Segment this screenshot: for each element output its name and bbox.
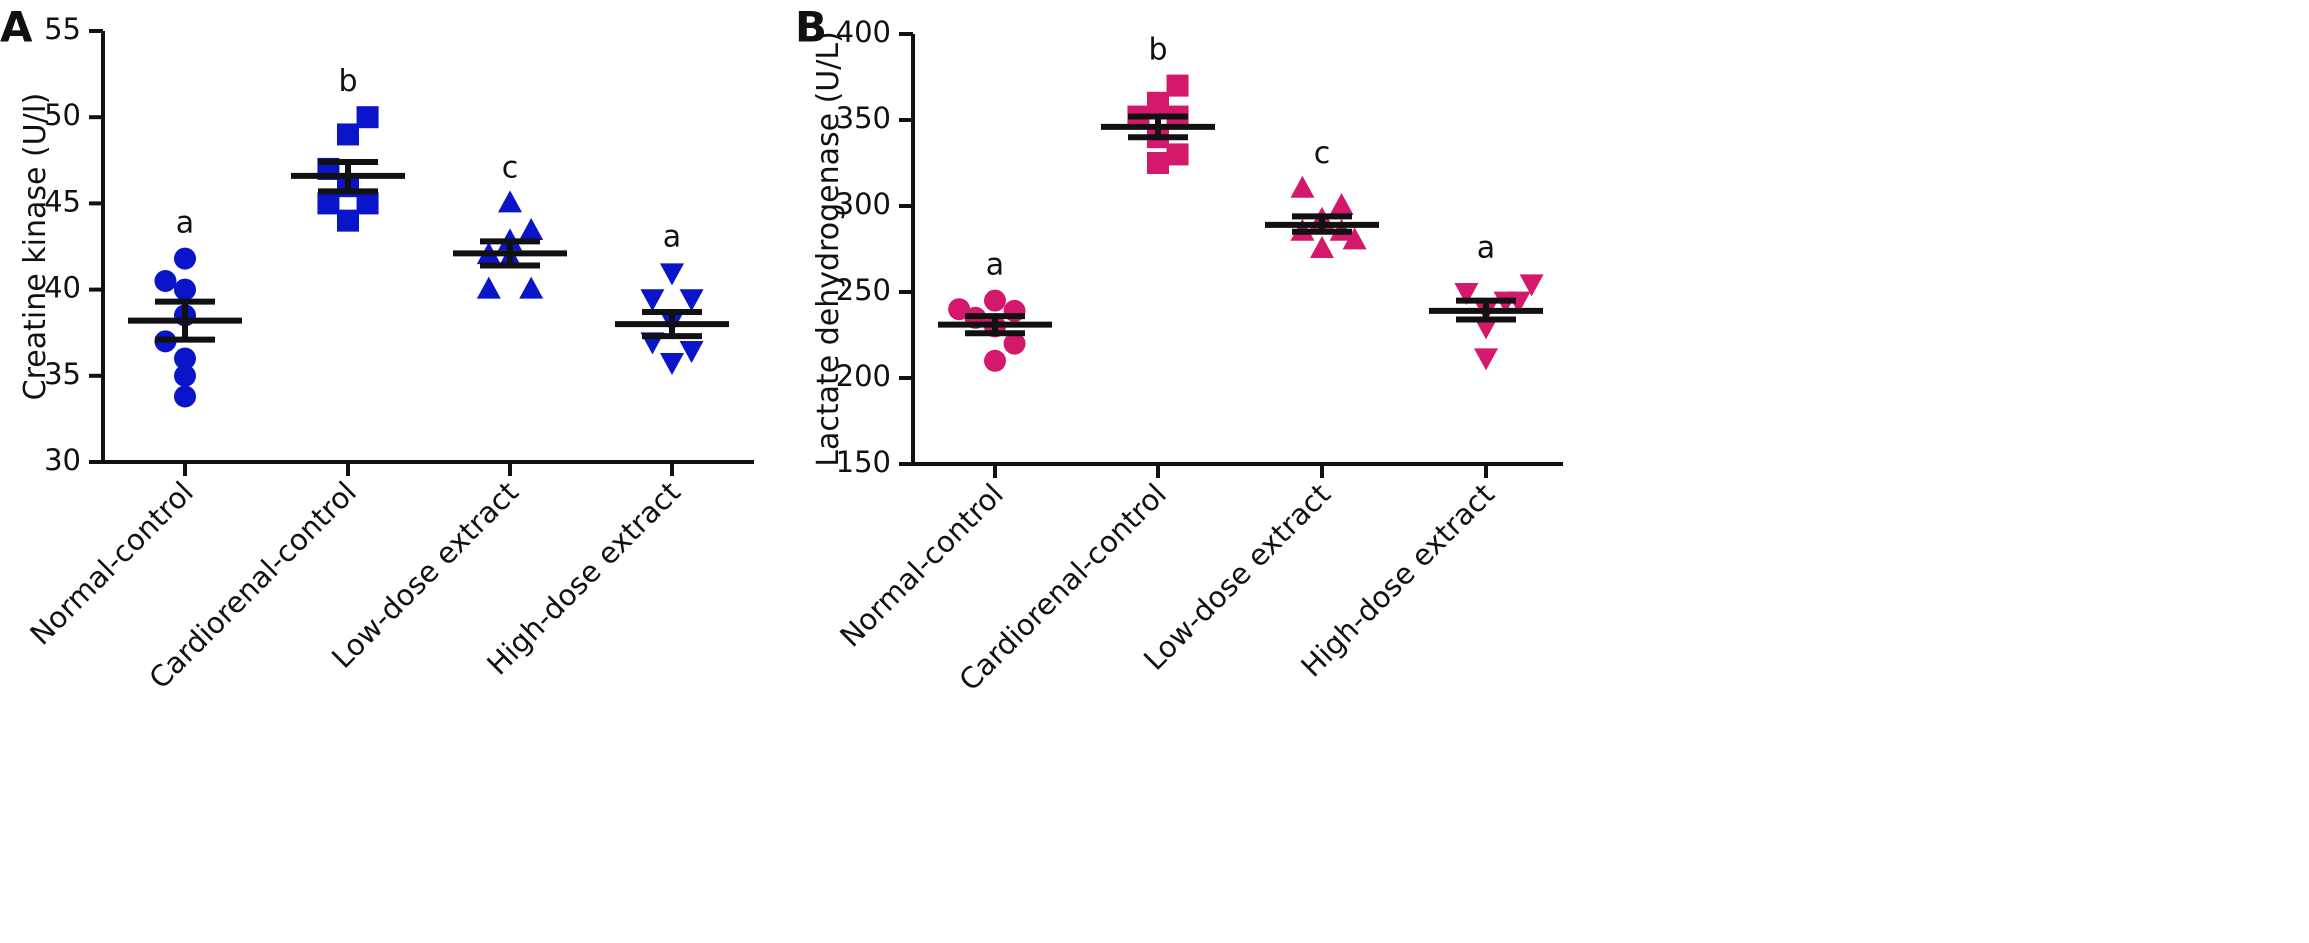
significance-letter: c (1314, 136, 1331, 171)
data-point (1166, 74, 1189, 97)
category-label: Normal-control (833, 477, 1010, 654)
data-point (174, 364, 196, 387)
significance-letter: c (502, 150, 519, 185)
data-point (984, 349, 1006, 372)
panel-letter: A (0, 3, 33, 52)
y-tick-label: 400 (836, 15, 891, 49)
significance-letter: a (663, 219, 681, 254)
y-axis-title: Lactate dehydrogenase (U/L) (811, 31, 846, 467)
data-point (679, 289, 704, 312)
data-point (1147, 91, 1169, 114)
y-tick-label: 55 (44, 12, 81, 46)
data-point (1519, 274, 1544, 297)
data-point (984, 289, 1006, 312)
data-point (679, 340, 704, 363)
data-point (1474, 317, 1498, 340)
data-point (174, 278, 196, 301)
data-point (1310, 236, 1334, 258)
y-tick-label: 300 (836, 187, 891, 221)
data-point (174, 347, 196, 370)
data-point (1290, 175, 1315, 198)
y-tick-label: 250 (836, 273, 891, 307)
y-tick-label: 30 (44, 443, 81, 477)
y-tick-label: 200 (836, 359, 891, 393)
data-point (337, 123, 359, 146)
y-tick-label: 150 (836, 445, 891, 479)
y-tick-label: 35 (44, 357, 81, 391)
data-point (476, 276, 501, 299)
y-tick-label: 50 (44, 98, 81, 132)
significance-letter: b (1148, 33, 1167, 68)
y-axis-title: Creatine kinase (U/I) (18, 93, 53, 401)
data-point (1506, 291, 1531, 314)
data-point (1474, 348, 1498, 371)
panel-letter: B (795, 3, 827, 52)
y-tick-label: 40 (44, 271, 81, 305)
data-point (1329, 193, 1354, 215)
data-point (1166, 143, 1189, 166)
data-point (337, 209, 359, 232)
data-point (1454, 283, 1479, 305)
data-point (660, 263, 684, 286)
panel-a: A 30 35 40 45 50 55 Creatine kinase (U/I) Normal… (0, 3, 754, 696)
data-point (1003, 332, 1026, 355)
data-point (174, 385, 196, 408)
data-point (640, 289, 665, 312)
category-label: Normal-control (23, 475, 200, 652)
significance-letter: a (176, 206, 194, 241)
data-point (519, 276, 544, 299)
significance-letter: a (1477, 230, 1495, 265)
y-tick-label: 350 (836, 101, 891, 135)
data-point (660, 353, 684, 376)
data-point (317, 192, 340, 215)
data-point (498, 190, 522, 213)
data-point (356, 192, 379, 215)
data-point (356, 106, 379, 129)
y-tick-label: 45 (44, 184, 81, 218)
significance-letter: b (338, 64, 357, 99)
data-point (174, 247, 196, 270)
data-point (1147, 152, 1169, 174)
data-point (154, 269, 177, 292)
data-point (948, 298, 971, 321)
data-point (1342, 227, 1367, 250)
data-point (519, 217, 544, 240)
significance-letter: a (986, 248, 1004, 283)
